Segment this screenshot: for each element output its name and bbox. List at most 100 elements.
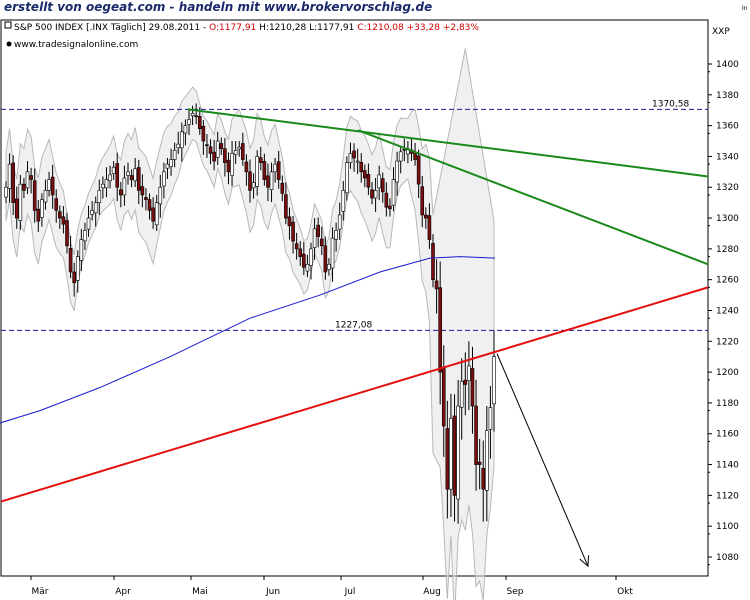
candle-body [237,146,242,150]
plot-frame [0,19,709,577]
candle-body [309,248,313,266]
x-tick-label: Jun [265,587,280,597]
candle-body [43,190,48,203]
candle-body [11,162,15,203]
candle-body [305,263,310,272]
candles [4,103,496,524]
candle-body [230,153,234,176]
candle-body [93,202,98,214]
green-downtrend-line [357,129,709,266]
candle-body [190,112,195,117]
candle-body [452,415,457,496]
volatility-band [5,48,495,600]
candle-body [284,194,288,219]
candle-body [395,160,399,183]
x-tick-label: Okt [617,587,633,597]
moving-average-line [0,256,496,424]
candle-body [266,175,270,188]
trend-overlays [0,108,709,568]
candle-body [355,160,360,163]
candle-body [334,230,338,240]
candle-body [323,245,328,273]
candle-body [18,183,23,221]
candle-body [488,407,493,430]
candle-body [154,202,159,226]
candle-body [366,174,371,188]
y-tick-label: 1380 [716,91,739,101]
header-change: +33,28 [407,23,441,33]
y-tick-label: 1320 [716,183,739,193]
candle-body [449,418,453,490]
candle-body [47,179,51,191]
candle-body [485,430,489,491]
y-tick-label: 1360 [716,122,739,132]
header-box-icon [4,21,12,29]
candle-body [363,170,367,179]
candle-body [319,238,324,247]
header-low: L:1177,91 [309,23,354,33]
y-tick-label: 1120 [716,491,739,501]
header-instrument: S&P 500 INDEX [.INX Täglich] 29.08.2011 … [14,23,206,33]
candle-body [244,161,249,173]
y-tick-label: 1280 [716,245,739,255]
y-tick-label: 1200 [716,368,739,378]
candle-body [269,171,274,191]
red-support-line [0,286,709,503]
candle-body [40,199,44,218]
candle-body [158,186,163,205]
candle-body [280,182,285,194]
candle-body [101,183,105,189]
candle-body [65,220,69,247]
header-source: www.tradesignalonline.com [14,40,138,50]
candle-body [463,379,468,385]
candle-body [276,161,281,180]
svg-text:S&P 500 INDEX [.INX Täglich] 2: S&P 500 INDEX [.INX Täglich] 29.08.2011 … [14,23,479,33]
candle-body [75,256,80,281]
candle-body [4,186,8,198]
candle-body [241,143,245,160]
candle-body [402,149,407,151]
candle-body [467,365,471,382]
candle-body [29,175,33,180]
candle-body [32,180,37,211]
x-tick-label: Jul [344,587,356,597]
candle-body [86,217,91,230]
y-tick-label: 1340 [716,152,739,162]
candle-body [147,199,152,211]
candle-body [215,140,220,158]
candle-body [68,247,73,273]
header-open: O:1177,91 [209,23,256,33]
forecast-arrow-head-icon [579,555,590,568]
candle-body [108,174,112,182]
candle-body [337,214,342,230]
candle-body [187,119,191,125]
candle-body [434,280,439,290]
x-tick-label: Mai [192,587,208,597]
candle-body [445,428,450,490]
candle-body [111,166,116,174]
candle-body [420,186,425,216]
candle-body [262,161,267,180]
candle-body [291,221,295,242]
candle-body [183,125,188,134]
candle-body [438,287,442,373]
candle-body [302,253,306,268]
y-tick-label: 1140 [716,461,739,471]
candle-body [388,205,392,210]
candle-body [201,125,206,142]
candle-body [416,155,421,185]
candle-body [115,163,120,188]
candle-body [341,190,346,212]
forecast-arrow-line [496,353,589,567]
y-tick-label: 1100 [716,522,739,532]
y-tick-label: 1260 [716,276,739,286]
candle-body [50,176,55,196]
candle-body [255,156,259,187]
candle-body [212,151,216,162]
candle-body [248,171,252,191]
level-lines: 1370,58 1227,08 [1,99,708,331]
candle-body [151,207,155,222]
x-tick-label: Sep [507,587,524,597]
candle-body [298,248,303,257]
